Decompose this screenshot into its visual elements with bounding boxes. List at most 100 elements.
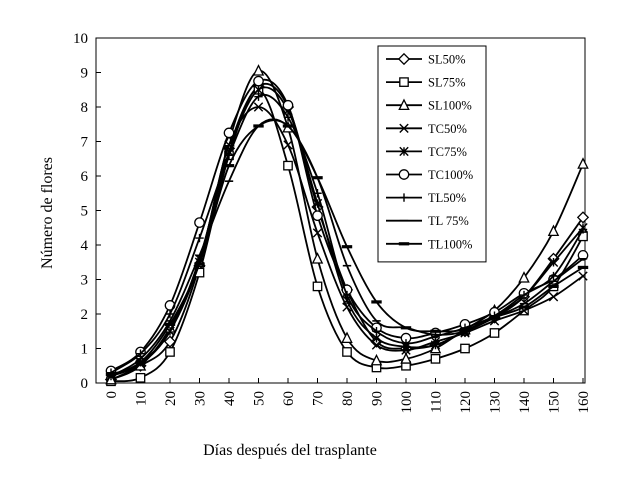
data-point-tc100 (312, 210, 323, 222)
legend-label-tl50: TL50% (428, 191, 466, 205)
x-tick-label: 140 (517, 391, 533, 414)
data-point-tl50 (549, 271, 558, 281)
data-point-sl100 (370, 353, 383, 366)
data-point-tl100 (341, 245, 353, 249)
x-tick-label: 10 (134, 391, 150, 406)
data-point-tc50 (371, 340, 382, 350)
y-tick-label: 4 (81, 238, 89, 254)
data-point-sl100 (252, 64, 265, 76)
data-point-tl100 (459, 327, 471, 332)
legend-marker-tl100 (398, 242, 410, 246)
x-tick-label: 120 (458, 391, 474, 414)
y-tick-label: 7 (81, 135, 89, 151)
data-point-tl50 (431, 332, 440, 341)
data-point-tc50 (283, 140, 293, 150)
data-point-tc100 (194, 217, 205, 228)
x-tick-label: 50 (252, 391, 268, 406)
data-point-tc100 (577, 250, 589, 261)
data-point-sl100 (518, 271, 530, 283)
y-tick-label: 5 (81, 204, 89, 220)
x-tick-label: 90 (370, 391, 386, 406)
legend-marker-tc75 (399, 146, 409, 157)
data-point-tl50 (401, 339, 411, 348)
x-tick-label: 30 (193, 391, 209, 406)
data-point-sl75 (430, 353, 441, 364)
data-point-tl100 (577, 265, 589, 270)
legend: SL50% SL75% SL100% TC50% TC75% TC100% TL50% TL … (377, 45, 487, 263)
data-point-sl100 (311, 252, 324, 264)
y-tick-label: 1 (81, 342, 89, 358)
data-point-sl75 (312, 281, 323, 292)
x-tick-label: 40 (222, 391, 238, 406)
data-point-tl50 (254, 92, 263, 101)
data-point-tc75 (548, 257, 559, 267)
data-point-tl50 (283, 113, 293, 122)
legend-marker-sl75 (399, 77, 409, 87)
data-point-tl100 (253, 124, 264, 128)
legend-marker-tl50 (399, 193, 409, 202)
data-point-tl100 (489, 315, 500, 320)
x-tick-label: 60 (281, 391, 297, 406)
data-point-tc50 (312, 228, 323, 238)
data-point-tl100 (194, 262, 205, 266)
data-point-tl100 (518, 305, 530, 309)
legend-label-sl100: SL100% (428, 99, 472, 113)
x-tick-label: 20 (163, 391, 179, 406)
series-tl50 (106, 92, 588, 377)
data-point-tc100 (223, 127, 235, 139)
data-point-tl50 (372, 327, 381, 336)
legend-label-tl100: TL100% (428, 237, 472, 251)
x-tick-label: 80 (340, 391, 356, 406)
data-point-sl75 (165, 347, 175, 357)
data-point-tc100 (282, 99, 294, 111)
x-tick-label: 0 (104, 391, 120, 399)
data-point-sl100 (400, 352, 412, 364)
series-tl100 (105, 119, 589, 376)
x-tick-label: 150 (547, 391, 563, 414)
y-tick-label: 9 (81, 66, 89, 82)
legend-label-tl75: TL 75% (428, 214, 469, 228)
x-axis-label: Días después del trasplante (203, 442, 377, 459)
data-point-sl75 (283, 160, 293, 171)
data-point-sl75 (489, 328, 500, 338)
data-point-tc50 (253, 102, 264, 112)
data-point-tc100 (253, 75, 264, 87)
legend-label-sl50: SL50% (428, 53, 466, 67)
series-line-tl50 (110, 94, 584, 374)
legend-marker-sl100 (398, 98, 410, 111)
data-point-tl50 (224, 151, 234, 160)
data-point-tl100 (312, 176, 323, 180)
series-tc100 (105, 75, 589, 377)
y-tick-label: 10 (73, 31, 88, 47)
data-point-tl100 (135, 360, 146, 364)
legend-label-tc100: TC100% (428, 168, 473, 182)
data-point-tl50 (313, 189, 322, 198)
data-point-tc50 (548, 292, 559, 302)
x-tick-label: 130 (488, 391, 504, 414)
data-point-tl100 (282, 124, 294, 128)
legend-marker-tc100 (398, 169, 410, 180)
x-tick-label: 70 (311, 391, 327, 406)
legend-label-tc50: TC50% (428, 122, 467, 136)
data-point-sl50 (163, 335, 177, 348)
legend-marker-sl50 (397, 52, 411, 66)
data-point-tc75 (430, 340, 441, 350)
data-point-sl100 (577, 157, 589, 169)
x-tick-label: 110 (429, 391, 445, 413)
y-tick-label: 6 (81, 169, 89, 185)
data-point-sl50 (576, 211, 590, 224)
data-point-tl50 (578, 225, 588, 234)
data-point-tl100 (400, 326, 412, 330)
series-line-tl100 (110, 119, 584, 376)
legend-label-tc75: TC75% (428, 145, 467, 159)
data-point-sl75 (135, 372, 146, 383)
data-point-tl100 (430, 329, 441, 333)
x-tick-label: 100 (399, 391, 415, 414)
data-point-sl100 (547, 224, 560, 237)
data-point-tl100 (223, 164, 235, 168)
y-tick-label: 8 (81, 100, 89, 116)
y-tick-label: 3 (81, 273, 89, 289)
data-point-tl100 (371, 300, 382, 304)
y-axis-label: Número de flores (39, 157, 56, 269)
data-point-tl50 (136, 349, 145, 358)
